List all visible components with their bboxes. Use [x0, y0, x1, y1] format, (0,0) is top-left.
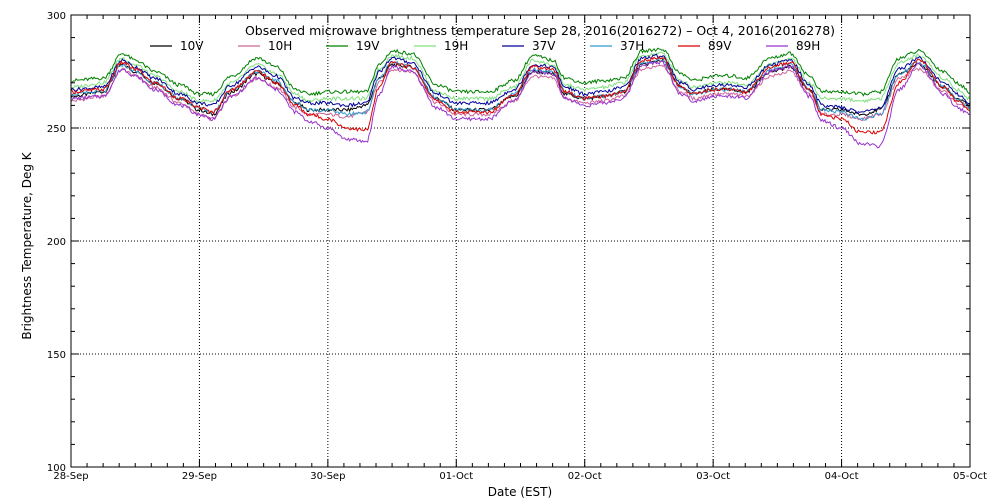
series-line-89v: [70, 56, 971, 135]
y-axis-title: Brightness Temperature, Deg K: [20, 151, 34, 339]
y-tick-label: 250: [47, 124, 66, 135]
series-line-19h: [70, 51, 971, 104]
tick-labels: 28-Sep 29-Sep 30-Sep 01-Oct 02-Oct 03-Oct 04-O…: [47, 11, 987, 482]
legend: 10V 10H 19V 19H 37V 37H 89V 89H: [150, 39, 820, 53]
legend-label: 37H: [620, 39, 644, 53]
y-tick-label: 150: [47, 350, 66, 361]
legend-label: 89H: [796, 39, 820, 53]
x-tick-label: 02-Oct: [568, 471, 602, 482]
y-tick-label: 100: [47, 463, 66, 474]
axis-ticks: [70, 14, 971, 468]
x-axis-title: Date (EST): [488, 485, 552, 499]
x-tick-label: 28-Sep: [53, 471, 88, 482]
series-line-37h: [70, 57, 971, 121]
y-tick-label: 300: [47, 11, 66, 22]
x-tick-label: 01-Oct: [439, 471, 473, 482]
x-tick-label: 03-Oct: [696, 471, 730, 482]
x-tick-label: 29-Sep: [182, 471, 217, 482]
legend-label: 19H: [444, 39, 468, 53]
legend-label: 10H: [268, 39, 292, 53]
x-tick-label: 04-Oct: [825, 471, 859, 482]
x-tick-label: 05-Oct: [953, 471, 987, 482]
series-lines: [70, 47, 971, 149]
y-tick-label: 200: [47, 237, 66, 248]
chart-title: Observed microwave brightness temperatur…: [245, 23, 835, 38]
series-line-37v: [70, 53, 971, 115]
series-line-19v: [70, 47, 971, 97]
legend-label: 89V: [708, 39, 732, 53]
legend-label: 19V: [356, 39, 380, 53]
legend-label: 10V: [180, 39, 204, 53]
x-tick-label: 30-Sep: [310, 471, 345, 482]
legend-label: 37V: [532, 39, 556, 53]
series-line-89h: [71, 60, 971, 149]
